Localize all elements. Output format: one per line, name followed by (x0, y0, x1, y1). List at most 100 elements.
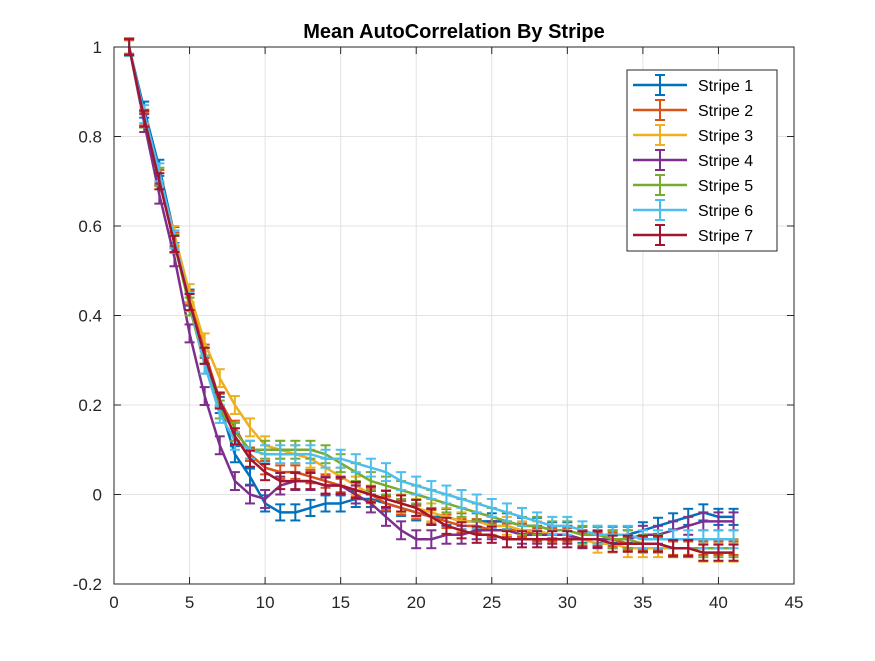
error-bar (260, 463, 271, 482)
y-tick-label: 0 (93, 486, 102, 505)
error-bar (486, 525, 497, 544)
error-bar (229, 395, 240, 415)
y-tick-label: 0.8 (78, 128, 102, 147)
x-tick-label: 45 (785, 593, 804, 612)
error-bar (456, 489, 467, 509)
y-tick-label: 0.4 (78, 307, 102, 326)
error-bar (456, 521, 467, 540)
error-bar (290, 444, 301, 465)
error-bar (305, 498, 316, 517)
error-bar (381, 489, 391, 509)
legend: Stripe 1 Stripe 2 Stripe 3 Stripe 4 Stripe 5… (626, 69, 778, 252)
error-bar (607, 534, 618, 553)
error-bar (426, 507, 437, 526)
error-bar (305, 444, 316, 465)
error-bar (577, 530, 588, 549)
error-bar (335, 476, 346, 495)
x-tick-label: 0 (109, 593, 118, 612)
error-bar (320, 476, 331, 495)
error-bar (184, 293, 195, 312)
error-bar (275, 503, 286, 522)
error-bar (728, 543, 739, 562)
error-bar (426, 529, 437, 550)
legend-item: Stripe 1 (633, 74, 753, 96)
error-bar (169, 234, 180, 253)
error-bar (683, 539, 694, 558)
error-bar (637, 534, 648, 553)
legend-label: Stripe 4 (698, 153, 753, 170)
error-bar (305, 472, 316, 491)
error-bar (245, 484, 255, 505)
x-tick-label: 25 (482, 593, 501, 612)
y-tick-label: 1 (93, 38, 102, 57)
error-bar (486, 497, 497, 518)
error-bar (653, 534, 663, 553)
legend-item: Stripe 5 (633, 174, 753, 196)
error-bar (396, 471, 407, 492)
error-bar (441, 516, 452, 535)
error-bar (471, 525, 482, 544)
error-bar (214, 435, 225, 456)
x-tick-label: 20 (407, 593, 426, 612)
error-bar (214, 391, 225, 410)
x-tick-label: 30 (558, 593, 577, 612)
legend-item: Stripe 3 (633, 124, 753, 146)
error-bar (532, 530, 543, 549)
error-bar (199, 386, 210, 406)
y-tick-label: -0.2 (73, 575, 102, 594)
error-bar (517, 530, 527, 549)
error-bar (411, 475, 422, 496)
error-bar (260, 489, 271, 509)
error-bar (275, 444, 286, 465)
series-layer (124, 37, 739, 563)
error-bar (396, 520, 407, 541)
error-bar (199, 346, 210, 365)
error-bar (245, 449, 255, 468)
legend-label: Stripe 3 (698, 128, 753, 145)
error-bar (501, 530, 512, 549)
error-bar (139, 109, 150, 128)
x-tick-label: 10 (256, 593, 275, 612)
error-bar (365, 485, 376, 504)
error-bar (229, 471, 240, 492)
x-tick-label: 35 (633, 593, 652, 612)
legend-item: Stripe 2 (633, 99, 753, 121)
error-bar (501, 502, 512, 523)
legend-item: Stripe 7 (633, 224, 753, 246)
error-bar (290, 472, 301, 491)
y-tick-label: 0.2 (78, 396, 102, 415)
series-7 (124, 37, 739, 562)
error-bar (622, 534, 633, 553)
error-bar (365, 457, 376, 478)
error-bar (426, 480, 437, 500)
y-tick-label: 0.6 (78, 217, 102, 236)
error-bar (229, 427, 240, 446)
error-bar (320, 448, 331, 469)
error-bar (381, 462, 391, 483)
error-bar (517, 506, 527, 527)
error-bar (396, 494, 407, 513)
error-bar (562, 530, 573, 549)
error-bar (411, 498, 422, 517)
error-bar (245, 417, 255, 438)
error-bar (441, 484, 452, 505)
legend-label: Stripe 5 (698, 178, 753, 195)
legend-label: Stripe 2 (698, 103, 753, 120)
error-bar (335, 448, 346, 469)
error-bar (350, 453, 361, 474)
error-bar (547, 530, 558, 549)
error-bar (154, 172, 165, 191)
x-tick-label: 15 (331, 593, 350, 612)
error-bar (698, 543, 709, 562)
legend-label: Stripe 7 (698, 228, 753, 245)
error-bar (713, 543, 724, 562)
error-bar (668, 539, 679, 558)
error-bar (184, 323, 195, 344)
error-bar (592, 530, 603, 549)
legend-label: Stripe 1 (698, 78, 753, 95)
error-bar (290, 503, 301, 522)
error-bar (275, 472, 286, 491)
error-bar (471, 493, 482, 514)
